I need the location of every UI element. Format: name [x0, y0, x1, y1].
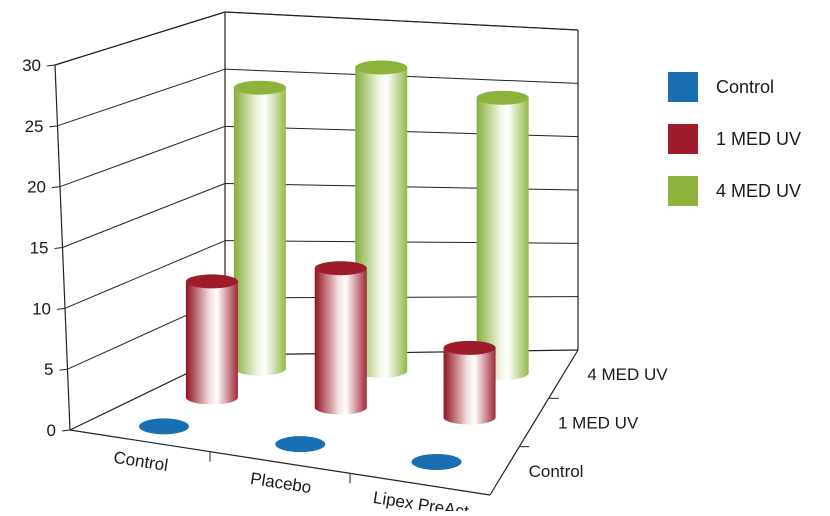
legend-swatch [668, 176, 698, 206]
bar-2-0 [233, 80, 286, 376]
bar-body [314, 268, 367, 415]
bar-cap [314, 261, 367, 276]
gridline-left-4 [59, 125, 226, 188]
legend: Control 1 MED UV 4 MED UV [668, 72, 801, 206]
legend-label: Control [716, 77, 774, 97]
legend-swatch [668, 124, 698, 154]
depth-tick-label: 1 MED UV [558, 414, 639, 433]
y-tick-5 [49, 125, 58, 128]
depth-tick-label: 4 MED UV [587, 365, 668, 384]
gridline-left-3 [62, 183, 226, 248]
depth-axis-line [489, 349, 579, 496]
bar-body [355, 67, 408, 378]
x-tick-label: Placebo [249, 469, 313, 497]
bar-cap [476, 90, 529, 105]
bar-body [476, 97, 529, 381]
left-wall-top-edge [54, 11, 226, 66]
bar-body [185, 281, 238, 405]
bar-body [233, 87, 286, 376]
gridline-left-5 [57, 68, 226, 127]
legend-swatch [668, 72, 698, 102]
bar-0-0 [138, 418, 189, 435]
bar-body [443, 347, 496, 425]
bar-cap [443, 340, 496, 355]
y-tick-label: 15 [30, 239, 49, 258]
x-axis-line [69, 429, 491, 496]
bar-0-2 [411, 453, 462, 470]
legend-label: 4 MED UV [716, 181, 801, 201]
bars [138, 60, 529, 470]
legend-label: 1 MED UV [716, 129, 801, 149]
x-tick-label: Control [112, 448, 169, 475]
bar-cap [355, 60, 408, 75]
back-wall-top-edge [224, 11, 579, 31]
y-tick-label: 25 [25, 117, 44, 136]
bar-cap [185, 274, 238, 289]
y-tick-3 [54, 247, 63, 249]
y-tick-label: 10 [32, 299, 51, 318]
bar-1-2 [443, 340, 496, 425]
bar-2-1 [355, 60, 408, 378]
gridline-left-2 [64, 240, 226, 309]
y-tick-2 [56, 307, 66, 310]
bar-1-0 [185, 274, 238, 405]
y-tick-label: 5 [44, 360, 53, 379]
y-tick-label: 30 [22, 56, 41, 75]
depth-tick-label: Control [529, 462, 584, 481]
y-tick-6 [46, 64, 56, 67]
y-tick-4 [51, 186, 61, 189]
bar-0-1 [275, 436, 326, 453]
x-tick-label: Lipex PreAct [372, 488, 470, 511]
bar-cap [233, 80, 286, 95]
y-tick-label: 0 [47, 421, 56, 440]
y-tick-label: 20 [27, 178, 46, 197]
y-tick-0 [61, 429, 71, 432]
y-tick-1 [59, 368, 68, 371]
bar-1-1 [314, 261, 367, 415]
bar-2-2 [476, 90, 529, 381]
